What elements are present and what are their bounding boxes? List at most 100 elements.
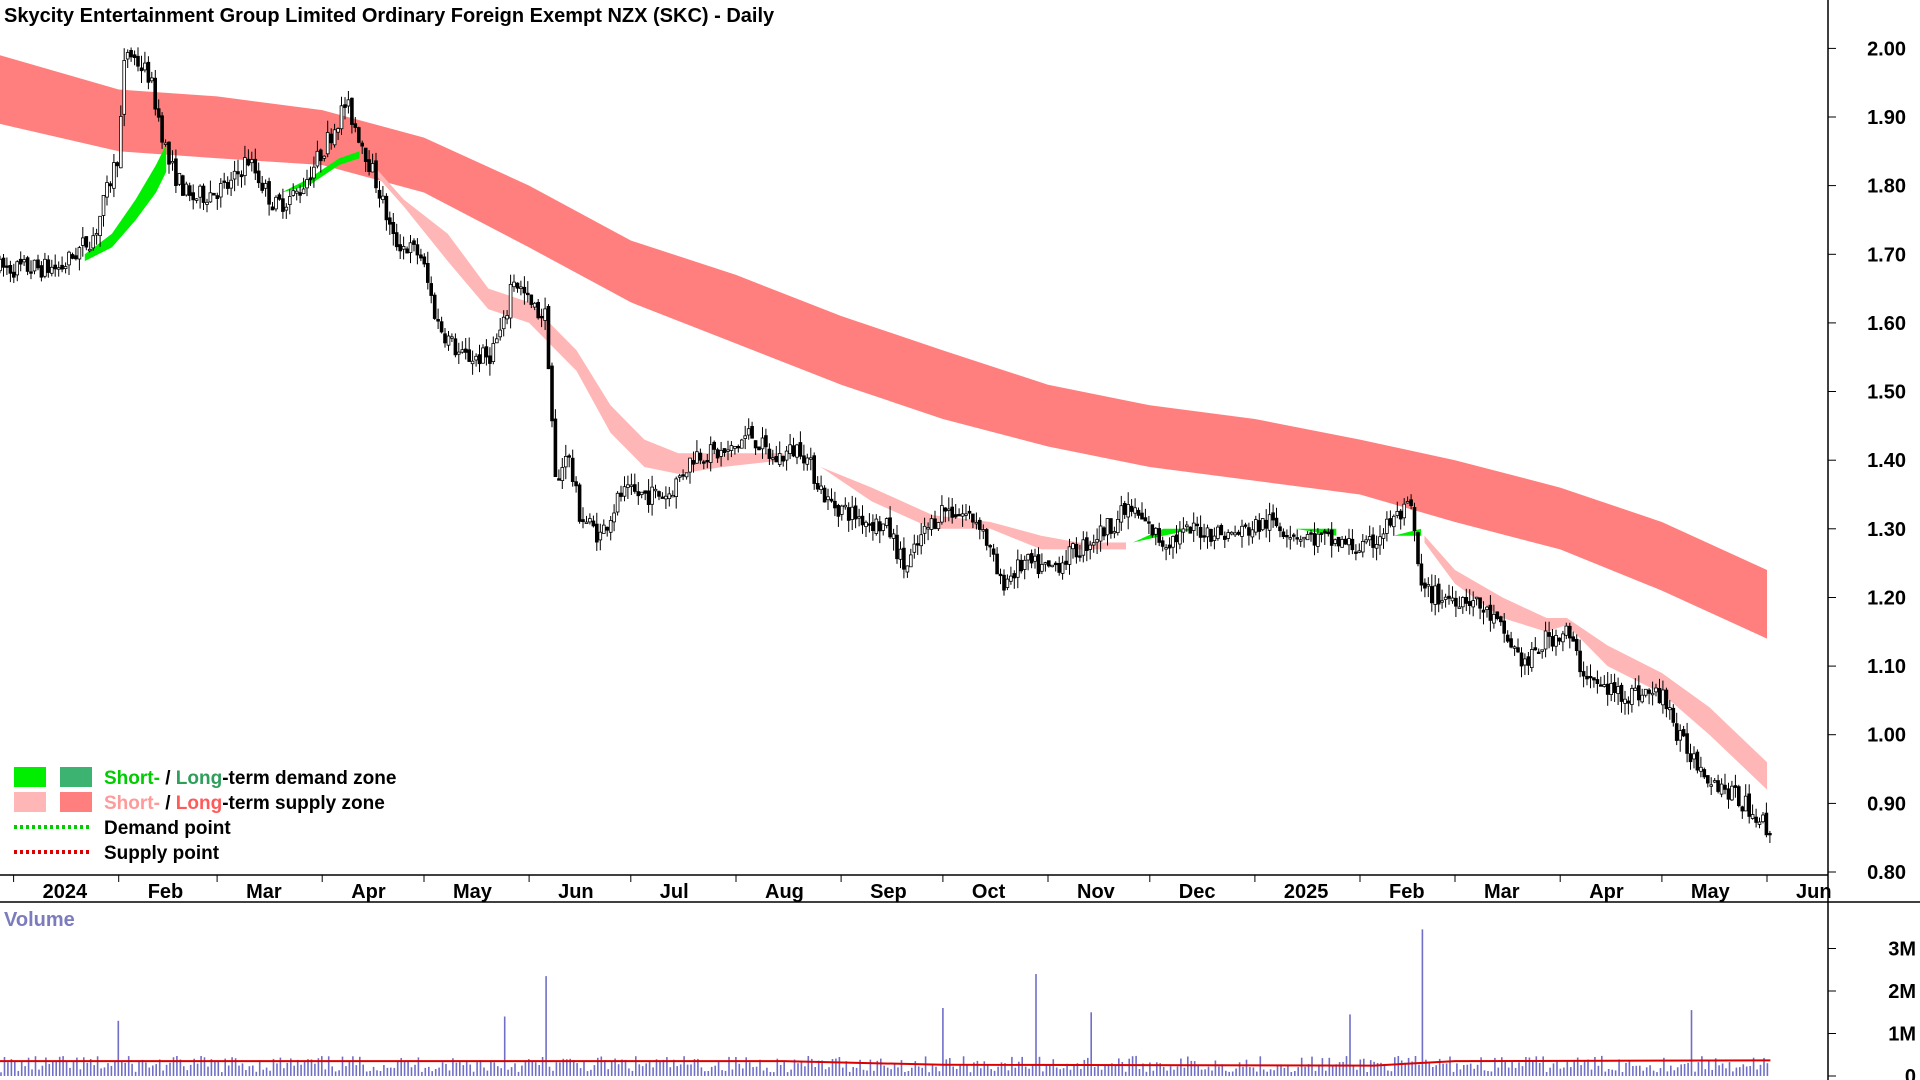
volume-tick-label: 2M bbox=[1888, 981, 1916, 1003]
candle-body bbox=[602, 524, 606, 534]
candle-body bbox=[826, 496, 830, 501]
legend-demand-zone-label: Short- / Long-term demand zone bbox=[104, 768, 396, 789]
candle-body bbox=[246, 158, 251, 166]
candle-body bbox=[584, 521, 589, 524]
candle-body bbox=[898, 548, 903, 560]
candle-body bbox=[1185, 524, 1189, 528]
candle-body bbox=[1505, 634, 1510, 642]
date-tick-label: Apr bbox=[351, 881, 386, 903]
candle-body bbox=[1381, 533, 1386, 539]
legend-demand-point-label: Demand point bbox=[104, 818, 231, 839]
candle-body bbox=[1554, 635, 1558, 647]
candle-body bbox=[1236, 531, 1241, 535]
candle-body bbox=[1502, 620, 1507, 634]
candle-body bbox=[753, 440, 758, 449]
candle-body bbox=[1474, 596, 1479, 600]
candle-body bbox=[1343, 538, 1348, 545]
candle-body bbox=[308, 177, 313, 181]
candle-body bbox=[298, 192, 302, 196]
candle-body bbox=[777, 453, 782, 465]
candle-body bbox=[11, 271, 16, 278]
price-tick-label: 1.50 bbox=[1867, 382, 1906, 404]
candle-body bbox=[1316, 533, 1320, 547]
candle-body bbox=[84, 236, 89, 248]
candle-body bbox=[1202, 535, 1206, 538]
candle-body bbox=[1309, 532, 1313, 535]
date-tick-label: Jun bbox=[558, 881, 594, 903]
candle-body bbox=[15, 261, 20, 276]
candle-body bbox=[577, 484, 582, 522]
candle-body bbox=[22, 259, 26, 263]
candle-body bbox=[1443, 596, 1448, 600]
volume-tick-label: 0 bbox=[1905, 1066, 1916, 1080]
price-tick-label: 0.90 bbox=[1867, 793, 1906, 815]
candle-body bbox=[222, 180, 227, 183]
candle-body bbox=[370, 163, 375, 173]
candle-body bbox=[802, 455, 806, 464]
candle-body bbox=[5, 265, 9, 268]
candle-body bbox=[905, 565, 910, 573]
candle-body bbox=[981, 529, 986, 532]
candle-body bbox=[184, 183, 189, 196]
candle-body bbox=[902, 547, 906, 570]
candle-body bbox=[1595, 679, 1600, 684]
candle-body bbox=[1450, 597, 1455, 602]
candle-body bbox=[1706, 775, 1710, 784]
candle-body bbox=[1519, 652, 1524, 667]
candle-body bbox=[1533, 647, 1538, 651]
candle-body bbox=[29, 271, 33, 274]
candle-body bbox=[1022, 559, 1027, 570]
legend-demand-sep: / bbox=[160, 768, 176, 789]
candle-body bbox=[136, 55, 140, 67]
price-tick-label: 0.80 bbox=[1867, 862, 1906, 884]
date-tick-label: Oct bbox=[972, 881, 1006, 903]
candle-body bbox=[684, 472, 689, 478]
candle-body bbox=[1571, 636, 1576, 642]
price-tick-label: 1.90 bbox=[1867, 107, 1906, 129]
candle-body bbox=[429, 283, 433, 296]
candle-body bbox=[791, 445, 796, 457]
candle-body bbox=[1036, 554, 1041, 574]
candle-body bbox=[774, 455, 779, 463]
candle-body bbox=[119, 116, 123, 169]
candle-body bbox=[1664, 689, 1669, 710]
candle-body bbox=[608, 520, 613, 533]
legend-demand-short-text: Short- bbox=[104, 768, 160, 789]
candle-body bbox=[432, 294, 437, 319]
candle-body bbox=[1312, 533, 1317, 546]
candle-body bbox=[239, 174, 244, 178]
candle-body bbox=[1392, 515, 1396, 528]
candle-body bbox=[50, 266, 54, 274]
candle-body bbox=[760, 437, 765, 450]
candle-body bbox=[1457, 606, 1462, 609]
candle-body bbox=[312, 166, 316, 179]
candle-body bbox=[1029, 553, 1034, 564]
date-tick-label: Feb bbox=[148, 881, 184, 903]
candle-body bbox=[1733, 785, 1738, 788]
candle-body bbox=[160, 115, 164, 143]
candle-body bbox=[1761, 814, 1765, 823]
candle-body bbox=[201, 185, 206, 203]
candle-body bbox=[501, 316, 506, 330]
candle-body bbox=[1730, 785, 1734, 801]
candle-body bbox=[860, 515, 865, 526]
candle-body bbox=[1071, 543, 1075, 550]
legend-short-supply-swatch bbox=[14, 792, 46, 812]
candle-body bbox=[374, 160, 378, 189]
candle-body bbox=[470, 360, 475, 365]
candle-body bbox=[1216, 526, 1220, 539]
candle-body bbox=[1499, 616, 1503, 623]
candle-body bbox=[919, 534, 923, 547]
candle-body bbox=[1561, 633, 1565, 643]
candle-body bbox=[978, 519, 982, 530]
candle-body bbox=[332, 129, 337, 146]
date-tick-label: Dec bbox=[1179, 881, 1216, 903]
candle-body bbox=[1409, 499, 1413, 506]
candle-body bbox=[1419, 563, 1424, 586]
candle-body bbox=[1129, 505, 1134, 512]
candle-body bbox=[163, 142, 168, 145]
candle-body bbox=[1157, 528, 1162, 543]
candle-body bbox=[343, 104, 347, 108]
candle-body bbox=[1536, 651, 1541, 654]
candle-body bbox=[1305, 534, 1310, 541]
